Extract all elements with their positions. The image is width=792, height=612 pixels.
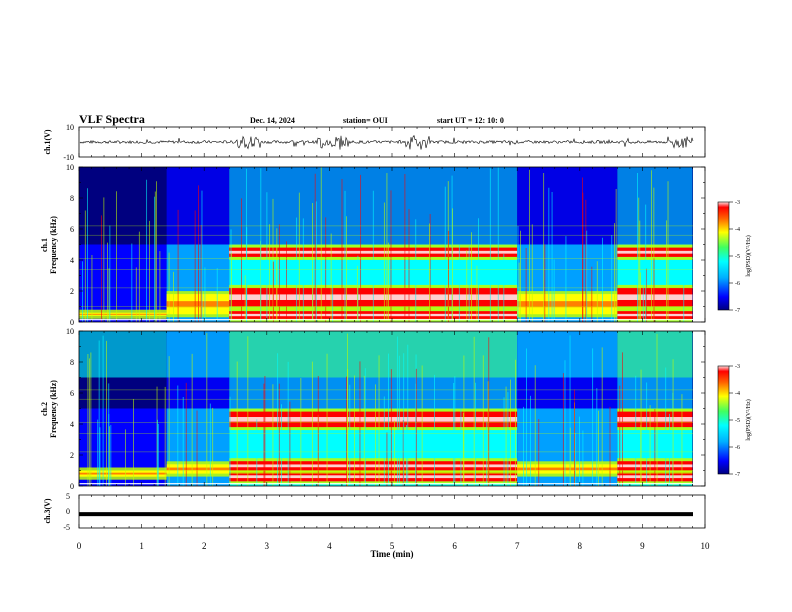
- ch3-waveform-ylabel: ch.3(V): [43, 498, 52, 523]
- start-time-label: start UT = 12: 10: 0: [437, 116, 504, 125]
- ch2-colorbar-scale: [717, 365, 730, 475]
- ch2-spectrogram-panel: 0 2 4 6 8 10 ch.2 Frequency (kHz): [40, 327, 706, 491]
- freq-tick-label: 0: [70, 318, 74, 327]
- ch1-waveform-trace: [79, 134, 694, 150]
- ch1-spectrogram-ylabel-channel: ch.1: [40, 238, 49, 252]
- freq-tick-label: 2: [70, 287, 74, 296]
- ch1-waveform-ylabel: ch.1(V): [43, 129, 52, 154]
- ch3-ytick-mid: 0: [66, 507, 70, 516]
- ch3-ytick-top: 5: [66, 492, 70, 501]
- ch3-waveform-frame: [78, 494, 706, 529]
- ch2-spectrogram-image: [79, 331, 693, 486]
- x-tick-label: 4: [327, 541, 332, 551]
- x-tick-label: 0: [77, 541, 82, 551]
- ch1-colorbar-scale: [717, 201, 730, 311]
- x-tick-label: 5: [390, 541, 395, 551]
- time-axis: 0 1 2 3 4 5 6 7 8 9 10: [77, 127, 710, 551]
- x-tick-label: 2: [202, 541, 207, 551]
- freq-tick-label: 8: [70, 194, 74, 203]
- ch1-waveform-panel: 10 -10 ch.1(V): [43, 123, 706, 162]
- freq-tick-label: 8: [70, 358, 74, 367]
- x-tick-label: 1: [139, 541, 144, 551]
- time-axis-label: Time (min): [370, 549, 413, 559]
- x-tick-label: 6: [452, 541, 457, 551]
- figure-title: VLF Spectra: [79, 112, 145, 126]
- ch1-colorbar: -3 -4 -5 -6 -7 log(PSD)(V²/Hz): [717, 200, 752, 314]
- station-label: station= OUI: [343, 116, 388, 125]
- ch2-colorbar: -3 -4 -5 -6 -7 log(PSD)(V²/Hz): [717, 364, 752, 478]
- colorbar-tick-label: -7: [735, 308, 740, 314]
- colorbar-tick-label: -4: [735, 227, 740, 233]
- x-tick-label: 3: [265, 541, 270, 551]
- ch1-spectrogram-panel: 0 2 4 6 8 10 ch.1 Frequency (kHz): [40, 163, 706, 327]
- colorbar-tick-label: -7: [735, 472, 740, 478]
- x-tick-label: 8: [578, 541, 583, 551]
- ch2-colorbar-label: log(PSD)(V²/Hz): [745, 399, 752, 440]
- ch3-waveform-trace: [79, 512, 693, 517]
- freq-tick-label: 2: [70, 451, 74, 460]
- x-tick-label: 7: [515, 541, 520, 551]
- ch3-waveform-panel: 5 0 -5 ch.3(V): [43, 492, 706, 532]
- freq-tick-label: 4: [70, 256, 74, 265]
- freq-tick-label: 4: [70, 420, 74, 429]
- colorbar-tick-label: -3: [735, 364, 740, 370]
- ch2-spectrogram-ylabel-channel: ch.2: [40, 402, 49, 416]
- x-tick-label: 10: [701, 541, 711, 551]
- ch1-spectrogram-image: [79, 167, 693, 322]
- freq-tick-label: 10: [66, 327, 74, 336]
- x-tick-label: 9: [640, 541, 645, 551]
- freq-tick-label: 10: [66, 163, 74, 172]
- freq-tick-label: 6: [70, 389, 74, 398]
- freq-tick-label: 0: [70, 482, 74, 491]
- colorbar-tick-label: -3: [735, 200, 740, 206]
- ch3-ytick-bottom: -5: [63, 523, 70, 532]
- colorbar-tick-label: -6: [735, 281, 740, 287]
- colorbar-tick-label: -5: [735, 418, 740, 424]
- ch1-spectrogram-ylabel-freq: Frequency (kHz): [49, 216, 58, 274]
- colorbar-tick-label: -6: [735, 445, 740, 451]
- freq-tick-label: 6: [70, 225, 74, 234]
- ch2-spectrogram-ylabel-freq: Frequency (kHz): [49, 380, 58, 438]
- colorbar-tick-label: -4: [735, 391, 740, 397]
- ch1-ytick-bottom: -10: [63, 153, 74, 162]
- colorbar-tick-label: -5: [735, 254, 740, 260]
- ch1-colorbar-label: log(PSD)(V²/Hz): [745, 235, 752, 276]
- date-label: Dec. 14, 2024: [250, 116, 295, 125]
- ch1-ytick-top: 10: [66, 123, 74, 132]
